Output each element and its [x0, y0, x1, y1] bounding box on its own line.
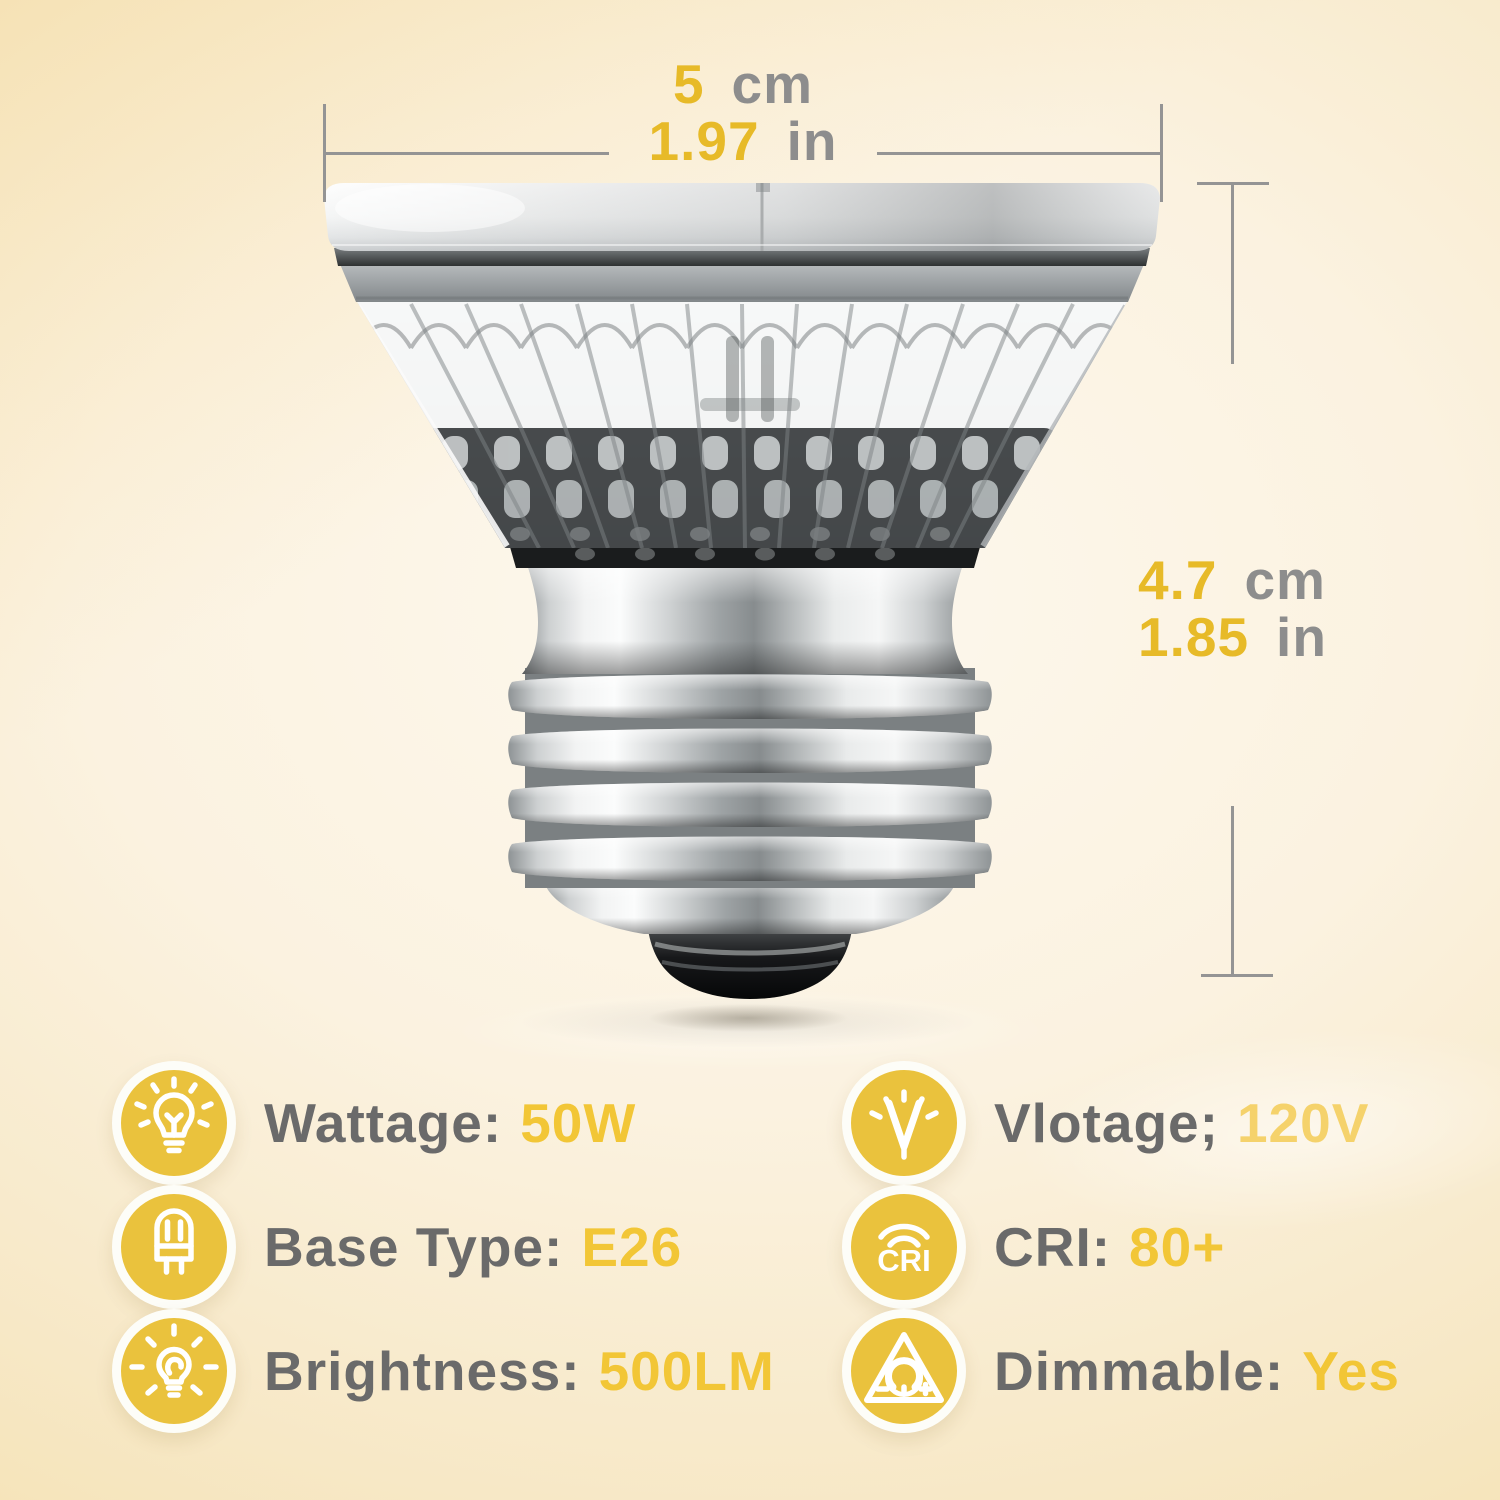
- base-type-value: E26: [581, 1216, 683, 1278]
- rim-bevel: [340, 264, 1144, 302]
- cri-icon: CRI: [842, 1185, 966, 1309]
- voltage-value: 120V: [1236, 1092, 1370, 1154]
- wattage-value: 50W: [520, 1092, 637, 1154]
- base-taper: [544, 880, 956, 934]
- width-dim-line-right: [877, 152, 1163, 155]
- cri-icon-text: CRI: [877, 1243, 930, 1278]
- screw-threads: [508, 668, 992, 888]
- dichroic-dark-band: [420, 428, 1060, 548]
- dimmable-icon: [842, 1309, 966, 1433]
- width-in-unit: in: [786, 110, 838, 172]
- center-filament-shadow: [700, 336, 800, 422]
- spec-row-voltage: Vlotage; 120V: [842, 1060, 1369, 1186]
- width-dim-label: 5 cm 1.97 in: [597, 56, 889, 170]
- wattage-bulb-icon: [112, 1061, 236, 1185]
- height-dim-line-top: [1231, 184, 1234, 364]
- base-contact: [648, 930, 852, 999]
- front-rim: [324, 183, 1160, 251]
- base-collar: [522, 564, 968, 674]
- brightness-icon: [112, 1309, 236, 1433]
- width-cm-value: 5: [672, 53, 705, 115]
- height-in-unit: in: [1276, 606, 1327, 668]
- spec-row-wattage: Wattage: 50W: [112, 1060, 636, 1186]
- width-dim-tick-right: [1160, 104, 1163, 202]
- voltage-gauge-icon: [842, 1061, 966, 1185]
- bulb-shadow: [518, 996, 978, 1048]
- dichroic-cells-row2: [452, 480, 1050, 518]
- spec-row-base-type: Base Type: E26: [112, 1184, 682, 1310]
- brightness-value: 500LM: [598, 1340, 775, 1402]
- height-dim-tick-bottom: [1201, 974, 1273, 977]
- base-type-icon: [112, 1185, 236, 1309]
- rim-edge: [334, 248, 1150, 266]
- width-in-value: 1.97: [648, 110, 760, 172]
- height-dim-tick-top: [1197, 182, 1269, 185]
- brightness-label: Brightness:: [264, 1340, 581, 1402]
- wattage-label: Wattage:: [264, 1092, 503, 1154]
- height-dim-line-bottom: [1231, 806, 1234, 976]
- width-dim-line-left: [323, 152, 609, 155]
- spec-row-brightness: Brightness: 500LM: [112, 1308, 775, 1434]
- spec-row-dimmable: Dimmable: Yes: [842, 1308, 1400, 1434]
- voltage-label: Vlotage;: [994, 1092, 1219, 1154]
- cri-value: 80+: [1129, 1216, 1226, 1278]
- height-dim-label: 4.7 cm 1.85 in: [1138, 552, 1327, 666]
- cri-label: CRI:: [994, 1216, 1112, 1278]
- base-type-label: Base Type:: [264, 1216, 564, 1278]
- height-cm-unit: cm: [1244, 549, 1326, 611]
- height-in-value: 1.85: [1138, 606, 1250, 668]
- dimmable-label: Dimmable:: [994, 1340, 1285, 1402]
- dimmable-value: Yes: [1302, 1340, 1401, 1402]
- width-cm-unit: cm: [731, 53, 814, 115]
- spec-row-cri: CRI CRI: 80+: [842, 1184, 1225, 1310]
- height-cm-value: 4.7: [1138, 549, 1218, 611]
- reflector-cone: [356, 300, 1128, 548]
